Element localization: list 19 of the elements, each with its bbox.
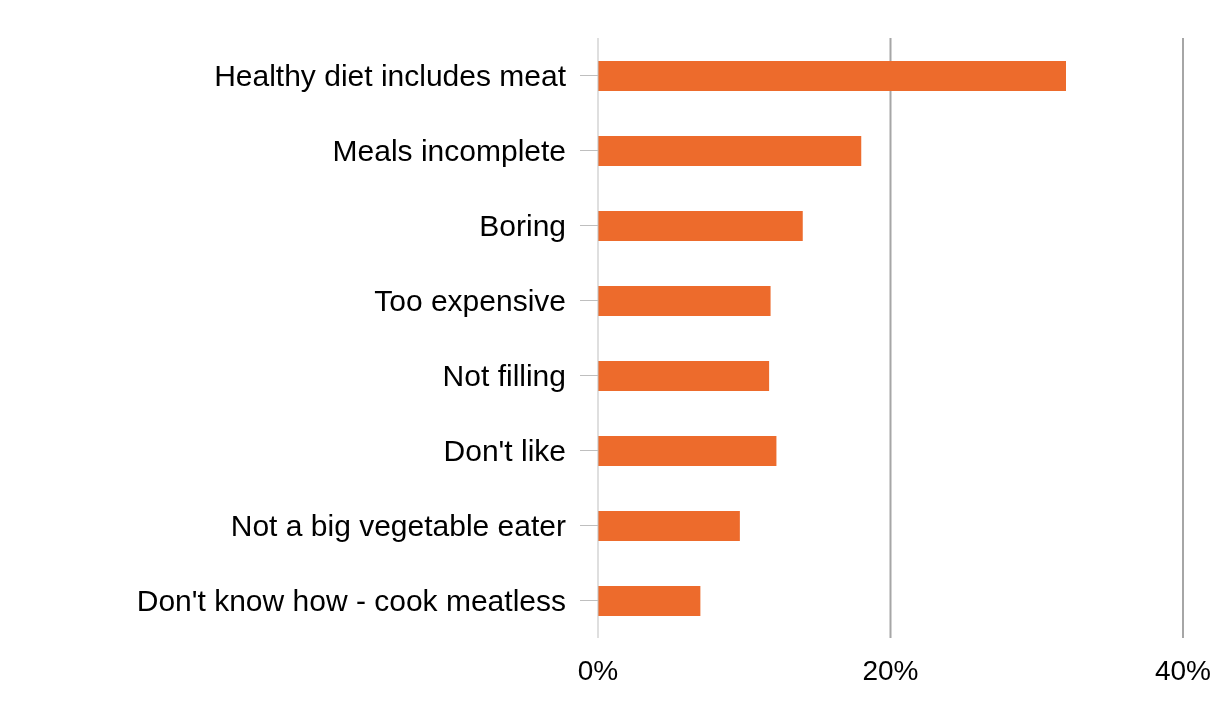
x-tick-label: 40% [1154, 654, 1212, 686]
bar [598, 436, 777, 466]
y-tick-label: Don't know how - cook meatless [136, 584, 566, 618]
y-tick-label: Meals incomplete [332, 134, 566, 168]
y-tick-label: Don't like [443, 434, 566, 468]
y-tick-label: Boring [479, 209, 566, 243]
x-tick-label: 20% [862, 654, 919, 686]
bar [598, 211, 803, 241]
bar [598, 61, 1066, 91]
y-tick-label: Healthy diet includes meat [214, 59, 567, 93]
bar [598, 361, 770, 391]
bar [598, 511, 740, 541]
y-tick-label: Too expensive [374, 284, 566, 318]
bar [598, 136, 862, 166]
bar [598, 286, 771, 316]
y-tick-label: Not a big vegetable eater [230, 509, 566, 543]
x-tick-label: 0% [577, 654, 619, 686]
y-tick-label: Not filling [442, 359, 566, 393]
bar [598, 586, 701, 616]
